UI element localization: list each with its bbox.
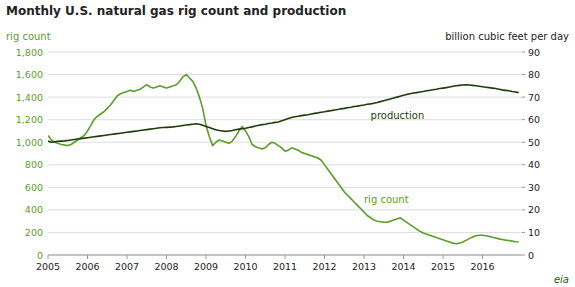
x-tick-label: 2008 [154,261,178,272]
y2-tick [522,97,525,98]
y2-tick [522,142,525,143]
x-tick [127,255,128,259]
y2-axis-label: billion cubic feet per day [445,31,569,42]
title: Monthly U.S. natural gas rig count and p… [6,4,346,18]
x-tick-label: 2015 [431,261,455,272]
y-tick-label: 800 [25,159,43,170]
y2-tick [522,232,525,233]
y2-tick [522,52,525,53]
series-label: production [371,110,425,121]
y2-tick-label: 40 [528,159,540,170]
y2-tick-label: 50 [528,137,540,148]
x-tick [87,255,88,259]
y-tick-label: 1,400 [16,92,43,103]
y-tick-label: 1,200 [16,114,43,125]
x-tick [324,255,325,259]
x-tick [48,255,49,259]
y2-tick [522,209,525,210]
grid-line [48,74,522,75]
x-tick [166,255,167,259]
y2-tick [522,119,525,120]
y-tick-label: 400 [25,204,43,215]
series-line [48,75,519,244]
series-line [48,85,519,143]
chart: Monthly U.S. natural gas rig count and p… [0,0,575,287]
y2-tick [522,255,525,256]
x-tick-label: 2007 [115,261,139,272]
y-tick-label: 600 [25,182,43,193]
x-tick [285,255,286,259]
y2-tick-label: 10 [528,227,540,238]
x-tick [245,255,246,259]
x-tick [206,255,207,259]
grid-line [48,52,522,53]
x-tick-label: 2014 [391,261,415,272]
annotation: eia [554,274,569,285]
grid-line [48,97,522,98]
grid-line [48,142,522,143]
grid-line [48,187,522,188]
y2-tick-label: 30 [528,182,540,193]
y2-tick-label: 80 [528,69,540,80]
y-tick-label: 200 [25,227,43,238]
x-tick-label: 2011 [273,261,297,272]
y-axis-label: rig count [6,31,51,42]
y2-tick [522,187,525,188]
y-tick-label: 1,600 [16,69,43,80]
x-tick [364,255,365,259]
y2-tick-label: 70 [528,92,540,103]
x-tick-label: 2006 [75,261,99,272]
y2-tick-label: 20 [528,204,540,215]
x-tick [403,255,404,259]
x-tick-label: 2005 [36,261,60,272]
x-tick-label: 2010 [233,261,257,272]
x-tick-label: 2013 [352,261,376,272]
series-label: rig count [364,194,409,205]
y2-tick [522,164,525,165]
y2-tick [522,74,525,75]
x-tick [443,255,444,259]
y-tick-label: 0 [37,250,43,261]
y2-tick-label: 60 [528,114,540,125]
x-tick-label: 2012 [312,261,336,272]
grid-line [48,164,522,165]
y-tick-label: 1,800 [16,47,43,58]
grid-line [48,209,522,210]
x-tick-label: 2016 [470,261,494,272]
y-tick-label: 1,000 [16,137,43,148]
grid-line [48,232,522,233]
x-tick-label: 2009 [194,261,218,272]
y2-tick-label: 90 [528,47,540,58]
x-tick [482,255,483,259]
y2-tick-label: 0 [528,250,534,261]
plot-area [48,75,519,244]
